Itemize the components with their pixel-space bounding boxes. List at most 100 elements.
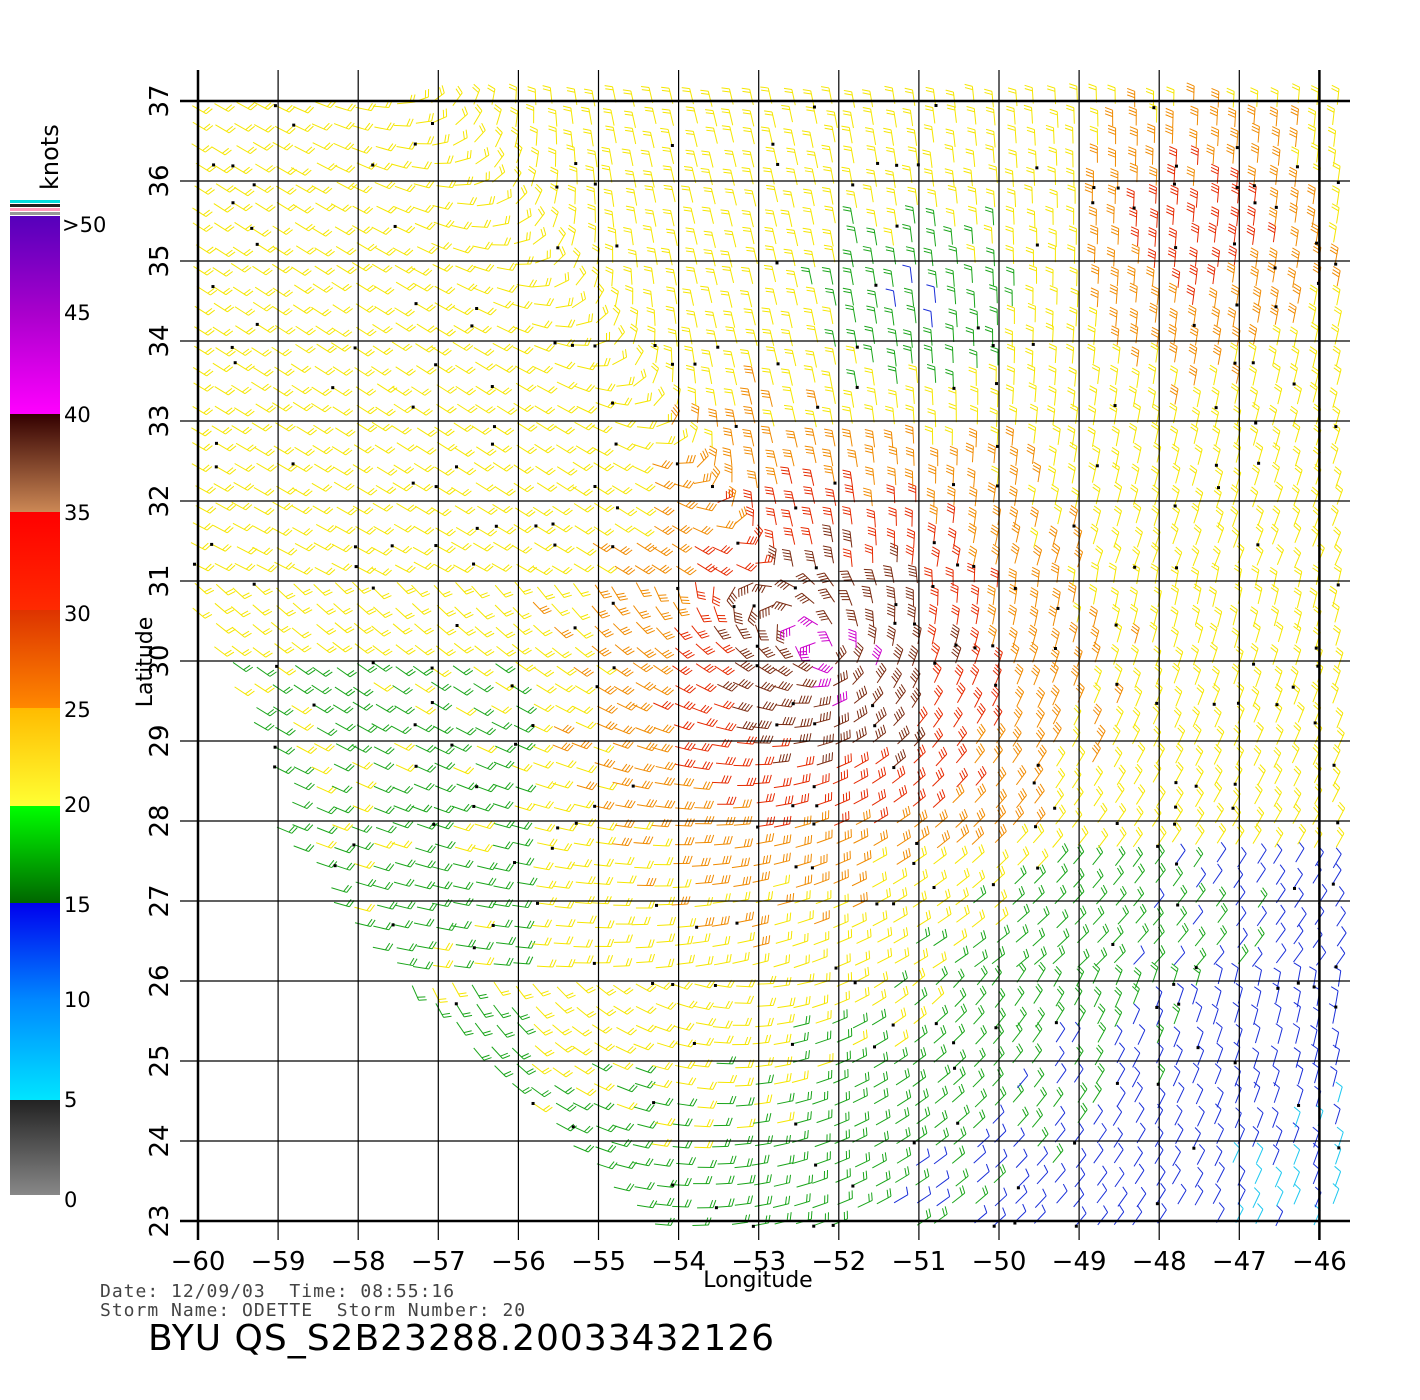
wind-barb	[1311, 681, 1320, 703]
wind-barb	[1294, 566, 1303, 588]
wind-barb	[1172, 1145, 1181, 1167]
rain-flag	[793, 586, 797, 590]
wind-barb	[1166, 205, 1175, 225]
wind-barb	[857, 1192, 873, 1208]
wind-barb	[576, 405, 598, 414]
wind-barb	[1334, 543, 1343, 565]
wind-barb	[611, 397, 633, 406]
wind-barb	[695, 816, 715, 825]
wind-barb	[456, 283, 478, 292]
wind-barb	[1006, 304, 1015, 324]
wind-barb	[695, 1017, 717, 1027]
wind-barb	[894, 1029, 909, 1047]
rain-flag	[434, 544, 438, 548]
wind-barb	[316, 826, 338, 835]
wind-barb	[316, 727, 338, 737]
wind-barb	[231, 606, 251, 618]
wind-barb	[697, 1199, 717, 1209]
wind-barb	[994, 889, 1008, 908]
wind-barb	[732, 702, 753, 712]
rain-flag	[250, 226, 254, 230]
wind-barb	[452, 665, 474, 676]
wind-barb	[723, 388, 736, 406]
wind-barb	[372, 162, 393, 171]
wind-barb	[1253, 1067, 1261, 1088]
wind-barb	[1287, 267, 1296, 288]
wind-barb	[331, 785, 353, 794]
wind-barb	[1047, 465, 1057, 486]
rain-flag	[812, 785, 816, 789]
wind-barb	[1067, 387, 1076, 408]
wind-barb	[1089, 107, 1099, 127]
wind-barb	[926, 487, 935, 508]
wind-barb	[1291, 146, 1300, 167]
wind-barb	[1132, 402, 1141, 423]
wind-barb	[311, 482, 333, 492]
wind-barb	[592, 896, 612, 905]
wind-barb	[572, 1125, 594, 1134]
wind-barb	[647, 325, 656, 346]
rain-flag	[430, 701, 434, 705]
wind-barb	[1015, 764, 1027, 786]
wind-barb	[1330, 443, 1339, 464]
wind-barb	[1116, 802, 1127, 824]
rain-flag	[991, 883, 995, 887]
wind-barb	[757, 997, 777, 1007]
wind-barb	[315, 325, 336, 336]
wind-barb	[431, 667, 452, 678]
rain-flag	[472, 946, 476, 950]
wind-barb	[974, 949, 988, 968]
wind-barb	[211, 425, 233, 435]
wind-barb	[906, 127, 918, 146]
wind-barb	[371, 723, 393, 732]
wind-barb	[573, 939, 594, 948]
wind-barb	[1104, 106, 1114, 127]
wind-barb	[908, 482, 917, 503]
wind-barb	[1330, 986, 1339, 1007]
wind-barb	[677, 500, 698, 510]
wind-barb	[612, 623, 633, 636]
rain-flag	[1072, 524, 1076, 528]
wind-barb	[1210, 182, 1220, 203]
wind-barb	[945, 323, 955, 343]
wind-barb	[613, 1122, 635, 1131]
wind-barb	[335, 722, 356, 732]
wind-barb	[914, 987, 928, 1006]
wind-barb	[871, 644, 883, 666]
wind-barb	[1195, 622, 1204, 644]
rain-flag	[434, 363, 438, 367]
wind-barb	[1051, 542, 1061, 564]
wind-barb	[517, 207, 532, 225]
wind-barb	[194, 345, 215, 356]
lon-tick-label: −59	[251, 1247, 306, 1277]
wind-barb	[1193, 664, 1202, 685]
wind-barb	[655, 1117, 676, 1127]
wind-barb	[780, 466, 793, 484]
wind-barb	[871, 788, 887, 806]
wind-barb	[1151, 484, 1160, 506]
wind-barb	[612, 1062, 634, 1071]
wind-barb	[574, 421, 596, 431]
rain-flag	[1334, 262, 1338, 266]
wind-barb	[456, 624, 476, 636]
wind-barb	[1114, 964, 1123, 986]
wind-barb	[1173, 706, 1182, 728]
wind-barb	[633, 835, 654, 845]
wind-barb	[1068, 225, 1077, 245]
wind-barb	[453, 325, 475, 334]
wind-barb	[455, 843, 476, 852]
wind-barb	[1273, 843, 1283, 864]
wind-barb	[675, 837, 695, 846]
rain-flag	[1016, 1186, 1020, 1190]
wind-barb	[1209, 105, 1219, 126]
wind-barb	[715, 1198, 735, 1208]
wind-barb	[494, 126, 503, 148]
wind-barb	[634, 763, 655, 773]
wind-barb	[833, 670, 848, 687]
wind-barb	[1307, 183, 1316, 205]
wind-barb	[234, 361, 255, 372]
wind-barb	[511, 1007, 531, 1021]
wind-barb	[862, 184, 874, 203]
wind-barb	[912, 890, 927, 908]
wind-barb	[671, 543, 693, 553]
